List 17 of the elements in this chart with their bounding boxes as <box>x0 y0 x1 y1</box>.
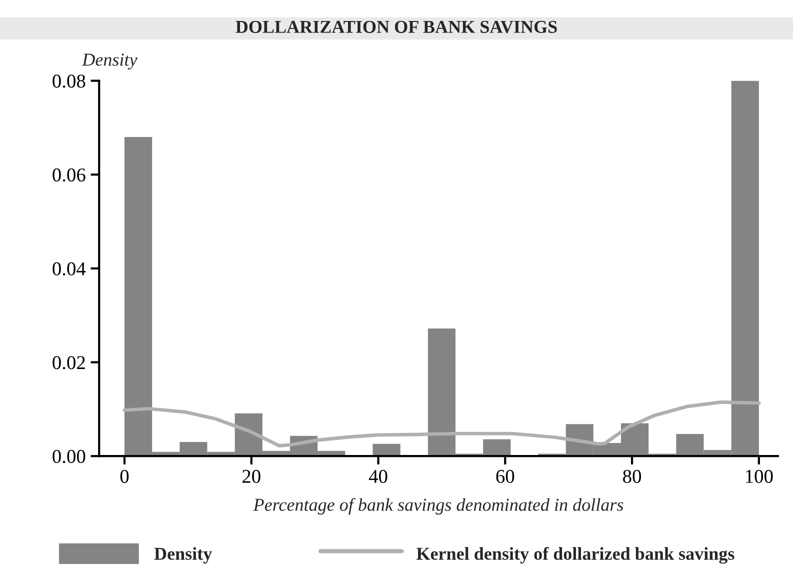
legend-label: Kernel density of dollarized bank savings <box>416 546 734 564</box>
y-tick-label: 0.00 <box>52 450 86 464</box>
y-tick-label: 0.04 <box>52 262 86 276</box>
y-axis-title: Density <box>82 54 138 70</box>
line-series <box>122 400 761 448</box>
x-tick-label: 20 <box>242 470 260 483</box>
x-tick-label: 0 <box>120 470 129 483</box>
y-tick-label: 0.06 <box>52 168 86 182</box>
chart-title: DOLLARIZATION OF BANK SAVINGS <box>236 20 557 34</box>
x-tick-label: 100 <box>746 470 773 483</box>
legend-label: Density <box>154 547 212 564</box>
x-tick-label: 80 <box>623 470 641 483</box>
y-tick-label: 0.08 <box>52 74 86 88</box>
x-tick-label: 60 <box>496 470 514 483</box>
y-tick-label: 0.02 <box>52 356 85 370</box>
x-axis-title: Percentage of bank savings denominated in dollars <box>253 498 624 515</box>
x-tick-label: 40 <box>368 470 388 483</box>
